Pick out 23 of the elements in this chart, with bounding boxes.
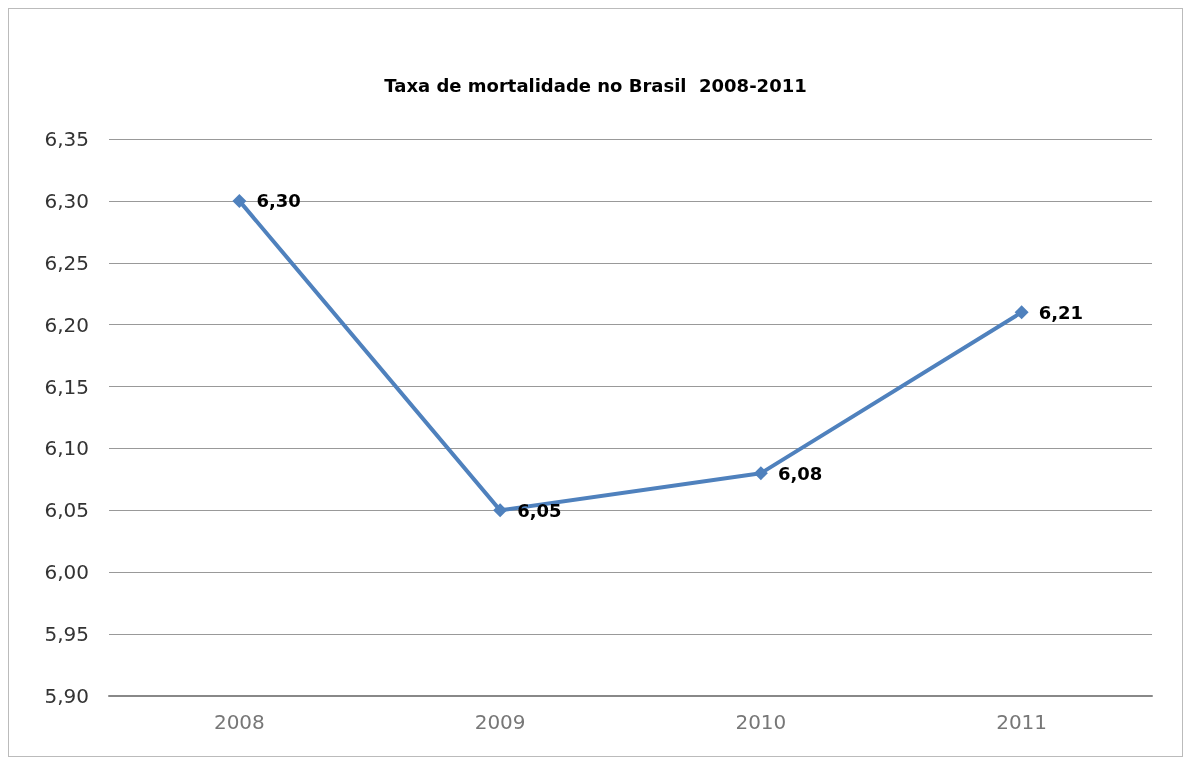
chart-title: Taxa de mortalidade no Brasil 2008-2011	[384, 74, 807, 96]
data-label: 6,30	[256, 190, 301, 212]
y-tick-label: 6,35	[44, 127, 89, 151]
data-label: 6,21	[1038, 301, 1084, 323]
point	[493, 503, 508, 518]
y-tick-label: 6,15	[44, 374, 89, 399]
data-label: 6,08	[777, 462, 823, 484]
y-tick-label: 6,20	[44, 312, 89, 337]
x-tick-label: 2010	[735, 710, 787, 734]
y-tick-label: 6,05	[44, 498, 89, 523]
x-tick-label: 2009	[474, 710, 526, 734]
y-tick-label: 6,30	[44, 188, 89, 213]
y-tick-label: 6,00	[44, 560, 89, 585]
x-tick-label: 2011	[996, 710, 1048, 734]
point	[753, 466, 768, 481]
y-tick-label: 5,90	[44, 684, 89, 708]
y-tick-label: 5,95	[44, 622, 89, 647]
data-label: 6,05	[517, 499, 562, 521]
point	[232, 193, 247, 208]
y-tick-label: 6,10	[44, 436, 89, 461]
point	[1014, 305, 1029, 320]
x-tick-label: 2008	[213, 710, 265, 734]
y-tick-label: 6,25	[44, 250, 89, 275]
